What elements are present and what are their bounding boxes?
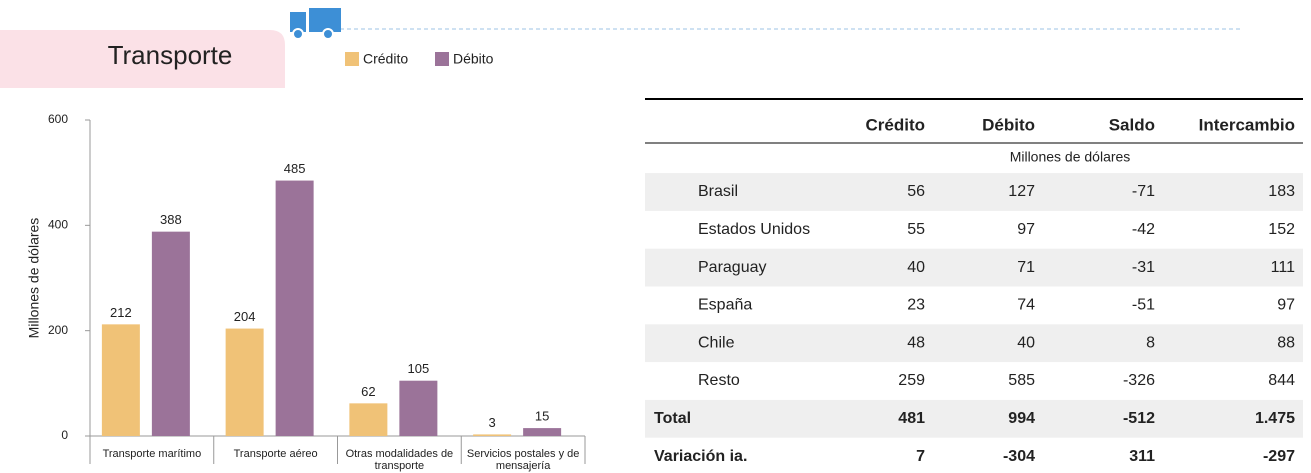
table-cell: 40 xyxy=(1017,334,1035,351)
table-cell: 97 xyxy=(1277,297,1295,314)
row-shade xyxy=(645,324,1303,363)
legend-label: Débito xyxy=(453,51,494,67)
row-label: Resto xyxy=(698,372,740,389)
y-tick-label: 200 xyxy=(48,323,68,337)
table-cell: -512 xyxy=(1123,410,1155,427)
table-cell: -326 xyxy=(1123,372,1155,389)
table-cell: 481 xyxy=(898,410,925,427)
truck-icon xyxy=(290,8,341,40)
bar xyxy=(523,428,562,436)
table-cell: -51 xyxy=(1132,297,1155,314)
row-label: Total xyxy=(654,410,691,427)
table-cell: 97 xyxy=(1017,221,1035,238)
y-tick-label: 600 xyxy=(48,112,68,126)
legend-swatch xyxy=(345,52,359,66)
table-cell: 127 xyxy=(1008,183,1035,200)
row-label: Variación ia. xyxy=(654,448,747,465)
table-cell: 56 xyxy=(907,183,925,200)
bar xyxy=(349,403,388,436)
legend-swatch xyxy=(435,52,449,66)
bar xyxy=(101,324,140,436)
column-header: Crédito xyxy=(866,115,926,134)
y-axis-title: Millones de dólares xyxy=(26,218,42,339)
row-label: Paraguay xyxy=(698,259,767,276)
page-title: Transporte xyxy=(108,40,233,70)
table-cell: 40 xyxy=(907,259,925,276)
data-label: 15 xyxy=(535,409,549,424)
row-label: España xyxy=(698,297,752,314)
table-cell: 311 xyxy=(1129,448,1155,465)
table-cell: 585 xyxy=(1008,372,1035,389)
row-shade xyxy=(645,399,1303,438)
x-tick-label: Servicios postales y de mensajería xyxy=(466,448,580,472)
table-cell: -31 xyxy=(1132,259,1155,276)
table-cell: -42 xyxy=(1132,221,1155,238)
x-tick-label: Transporte aéreo xyxy=(233,448,318,460)
title-tab xyxy=(0,30,285,88)
bar xyxy=(473,434,512,436)
table-cell: 48 xyxy=(907,334,925,351)
row-label: Brasil xyxy=(698,183,738,200)
data-label: 3 xyxy=(489,415,496,430)
y-tick-label: 0 xyxy=(61,428,68,442)
data-label: 485 xyxy=(284,161,306,176)
column-header: Saldo xyxy=(1109,115,1155,134)
x-tick-label: Transporte marítimo xyxy=(102,448,202,460)
legend-label: Crédito xyxy=(363,51,408,67)
table-cell: 23 xyxy=(907,297,925,314)
row-shade xyxy=(645,173,1303,211)
column-header: Débito xyxy=(982,115,1035,134)
table-cell: 74 xyxy=(1017,297,1035,314)
table-cell: 259 xyxy=(898,372,925,389)
table-cell: 1.475 xyxy=(1255,410,1295,427)
y-tick-label: 400 xyxy=(48,218,68,232)
table-cell: 152 xyxy=(1268,221,1295,238)
table-cell: 8 xyxy=(1146,334,1155,351)
data-label: 212 xyxy=(110,305,132,320)
data-label: 62 xyxy=(361,384,375,399)
data-label: 105 xyxy=(408,361,430,376)
unit-label: Millones de dólares xyxy=(1010,149,1131,165)
table-cell: 71 xyxy=(1017,259,1035,276)
data-label: 388 xyxy=(160,212,182,227)
table-cell: 111 xyxy=(1271,259,1295,276)
row-shade xyxy=(645,248,1303,287)
table-cell: 7 xyxy=(916,448,925,465)
table-cell: -304 xyxy=(1003,448,1035,465)
bar xyxy=(399,380,438,436)
table-cell: 55 xyxy=(907,221,925,238)
column-header: Intercambio xyxy=(1199,115,1295,134)
bar xyxy=(225,328,264,436)
table-cell: 844 xyxy=(1268,372,1295,389)
data-label: 204 xyxy=(234,309,256,324)
x-tick-label: Otras modalidades de transporte xyxy=(345,448,454,472)
row-label: Estados Unidos xyxy=(698,221,810,238)
row-label: Chile xyxy=(698,334,735,351)
table-cell: 994 xyxy=(1008,410,1035,427)
bar xyxy=(151,231,190,436)
table-cell: 183 xyxy=(1268,183,1295,200)
bar xyxy=(275,180,314,436)
table-cell: -71 xyxy=(1132,183,1155,200)
table-cell: 88 xyxy=(1277,334,1295,351)
table-cell: -297 xyxy=(1263,448,1295,465)
